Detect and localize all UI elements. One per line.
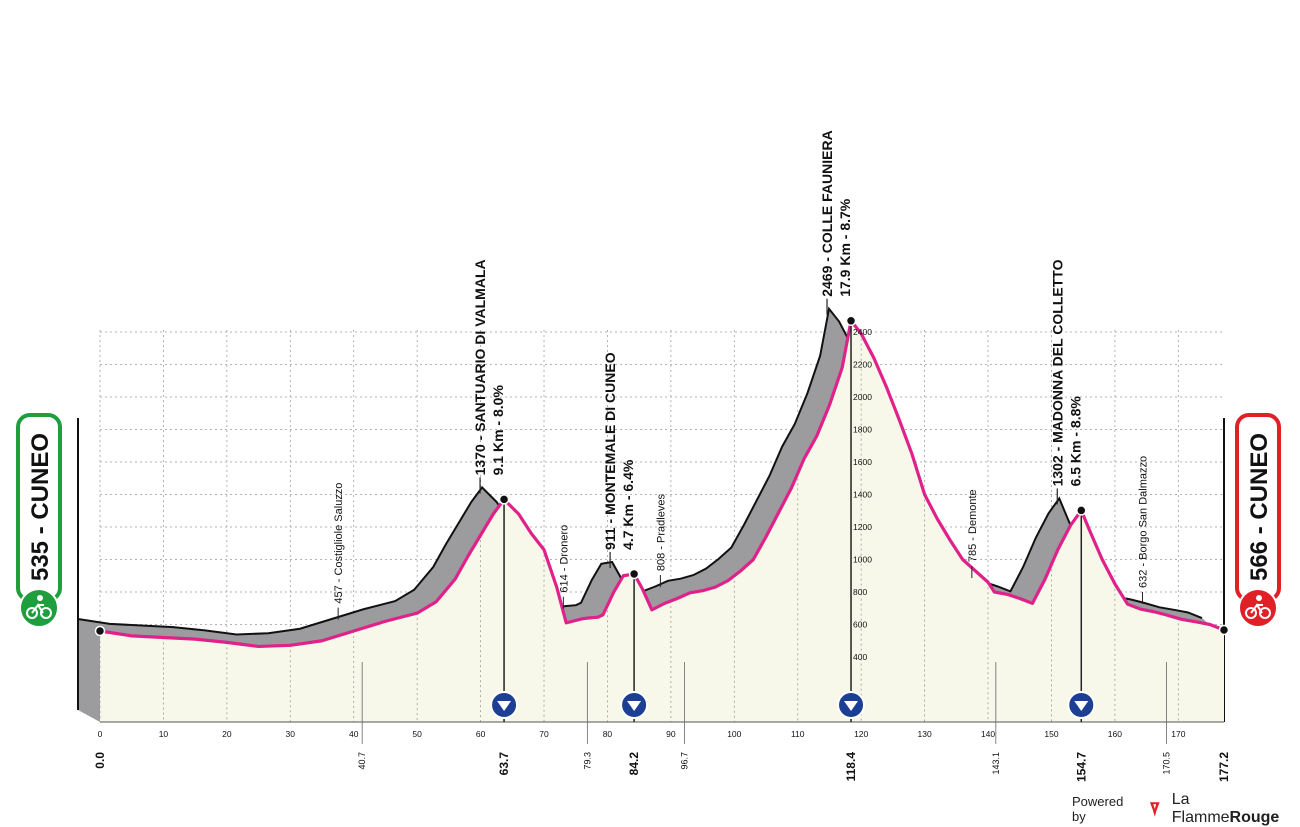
profile-fill	[100, 320, 1224, 722]
x-tick-label: 10	[159, 729, 169, 739]
x-tick-label: 100	[727, 729, 741, 739]
x-tick-label: 30	[286, 729, 296, 739]
y-tick-label: 400	[853, 652, 867, 662]
major-km-label: 0.0	[93, 752, 107, 769]
climb-detail-label: 17.9 Km - 8.7%	[837, 198, 853, 297]
cyclist-frame	[1250, 603, 1263, 614]
waypoint-label: 808 - Pradleves	[655, 494, 667, 572]
gpm-arrow	[844, 701, 859, 711]
start-badge-label: 535 - CUNEO	[27, 433, 54, 581]
y-tick-label: 2000	[853, 392, 872, 402]
gpm-arrow	[1074, 701, 1089, 711]
start-badge: 535 - CUNEO	[16, 413, 62, 628]
x-tick-label: 120	[854, 729, 868, 739]
gpm-triangle-icon	[620, 691, 649, 719]
start-dot	[94, 625, 106, 637]
x-tick-label: 170	[1171, 729, 1185, 739]
cyclist-wheel-front	[1259, 607, 1271, 619]
x-tick-label: 140	[981, 729, 995, 739]
cyclist-head	[1256, 595, 1262, 601]
gpm-triangle-icon	[1067, 691, 1096, 719]
major-km-label: 63.7	[497, 752, 511, 776]
cyclist-icon	[1238, 588, 1278, 628]
y-tick-label: 1400	[853, 490, 872, 500]
cyclist-frame	[31, 603, 44, 614]
flame-logo-icon	[1150, 802, 1160, 817]
profile-area	[99, 319, 1225, 723]
climb-detail-label: 6.5 Km - 8.8%	[1067, 396, 1083, 487]
waypoint-km-label: 96.7	[679, 752, 689, 770]
cyclist-wheel-back	[26, 607, 38, 619]
gpm-arrow	[497, 701, 512, 711]
climb-side-outline	[77, 306, 1203, 636]
climb-name-label: 1302 - MADONNA DEL COLLETTO	[1049, 259, 1065, 486]
climb-name-label: 1370 - SANTUARIO DI VALMALA	[472, 259, 488, 475]
summit-dot	[1076, 505, 1087, 516]
x-tick-label: 40	[349, 729, 359, 739]
brand-bold: Rouge	[1229, 809, 1280, 826]
climb-detail-label: 4.7 Km - 6.4%	[620, 459, 636, 550]
waypoint-km-label: 143.1	[991, 752, 1001, 775]
waypoint-km-label: 79.3	[582, 752, 592, 770]
gpm-triangle-icon	[837, 691, 866, 719]
cyclist-icon	[19, 588, 59, 628]
brand-light: La Flamme	[1171, 791, 1230, 826]
x-tick-label: 130	[918, 729, 932, 739]
x-tick-label: 80	[603, 729, 613, 739]
major-km-label: 177.2	[1217, 752, 1231, 782]
waypoint-label: 614 - Dronero	[558, 525, 570, 593]
x-tick-label: 20	[222, 729, 232, 739]
summit-dot	[845, 315, 857, 327]
y-tick-label: 800	[853, 587, 867, 597]
y-tick-label: 1800	[853, 425, 872, 435]
x-tick-label: 50	[412, 729, 422, 739]
climb-side-shade	[78, 308, 1224, 722]
cyclist-head	[37, 595, 43, 601]
powered-by-text: Powered by	[1072, 794, 1124, 824]
x-tick-label: 150	[1044, 729, 1058, 739]
y-tick-label: 1200	[853, 522, 872, 532]
waypoint-label: 632 - Borgo San Dalmazzo	[1137, 456, 1149, 588]
climb-name-label: 2469 - COLLE FAUNIERA	[819, 130, 835, 296]
climb-name-label: 911 - MONTEMALE DI CUNEO	[602, 352, 618, 550]
x-tick-label: 90	[666, 729, 676, 739]
gpm-arrow	[627, 701, 642, 711]
y-tick-label: 1600	[853, 457, 872, 467]
summit-dot	[498, 494, 510, 505]
x-tick-label: 0	[98, 729, 103, 739]
major-km-label: 154.7	[1074, 752, 1088, 782]
y-tick-label: 600	[853, 620, 867, 630]
y-tick-label: 2400	[853, 327, 872, 337]
finish-dot	[1218, 624, 1230, 636]
waypoint-km-label: 40.7	[357, 752, 367, 770]
brand-name: La FlammeRouge	[1172, 791, 1297, 827]
major-km-label: 84.2	[627, 752, 641, 776]
cyclist-wheel-front	[40, 607, 52, 619]
climbs: 1370 - SANTUARIO DI VALMALA 9.1 Km - 8.0%…	[472, 130, 1096, 722]
x-tick-label: 160	[1108, 729, 1122, 739]
major-km-label: 118.4	[844, 752, 858, 782]
waypoint-km-label: 170.5	[1161, 752, 1171, 775]
powered-by-footer: Powered by La FlammeRouge	[1072, 791, 1297, 826]
x-tick-label: 110	[791, 729, 805, 739]
x-axis: 0 10 20 30 40 50 60 70 80 90 100 110 120 130 140 150 160…	[93, 729, 1231, 782]
finish-badge: 566 - CUNEO	[1235, 413, 1281, 628]
waypoint-label: 457 - Costigliole Saluzzo	[333, 483, 345, 604]
waypoints: 457 - Costigliole Saluzzo 40.7 614 - Drone…	[333, 456, 1171, 775]
cyclist-wheel-back	[1245, 607, 1257, 619]
summit-dot	[628, 568, 640, 580]
y-axis-labels: 400 600 800 1000 1200 1400 1600 1800 2000 2200 240…	[853, 327, 872, 662]
waypoint-label: 785 - Demonte	[967, 489, 979, 562]
y-tick-label: 2200	[853, 360, 872, 370]
profile-line	[99, 319, 1225, 649]
gpm-triangle-icon	[490, 691, 519, 719]
x-tick-label: 60	[476, 729, 486, 739]
climb-detail-label: 9.1 Km - 8.0%	[490, 385, 506, 476]
x-tick-label: 70	[539, 729, 549, 739]
finish-badge-label: 566 - CUNEO	[1246, 433, 1273, 581]
y-tick-label: 1000	[853, 555, 872, 565]
start-finish-badges: 535 - CUNEO 566 - CUNEO	[16, 413, 1281, 637]
